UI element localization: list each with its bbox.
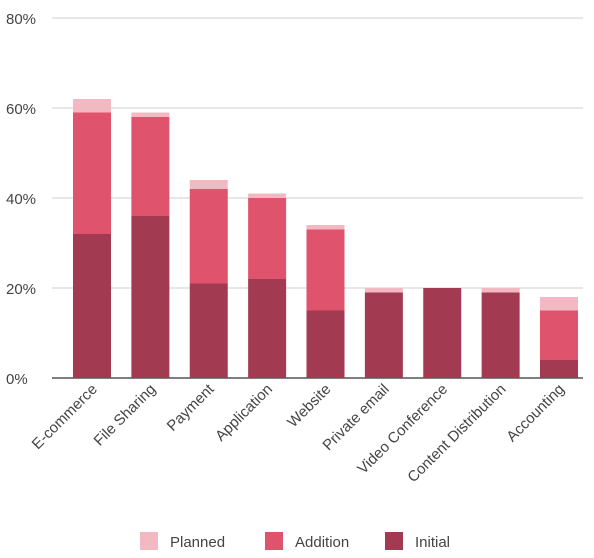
legend-item-addition: Addition bbox=[265, 532, 349, 551]
bar-planned bbox=[540, 297, 578, 311]
legend-label: Planned bbox=[170, 534, 225, 551]
x-tick-label: Website bbox=[284, 381, 334, 431]
bar-stack-private-email bbox=[364, 288, 403, 378]
bar-stack-video-conference bbox=[423, 288, 462, 378]
bar-stack-content-distribution bbox=[481, 288, 520, 378]
legend-item-initial: Initial bbox=[385, 532, 450, 551]
y-tick-label: 40% bbox=[6, 191, 36, 208]
y-axis-ticks: 0% 20% 40% 60% 80% bbox=[6, 11, 36, 388]
bar-addition bbox=[131, 117, 170, 216]
legend-swatch bbox=[140, 532, 158, 550]
bar-initial bbox=[306, 310, 345, 378]
bar-planned bbox=[73, 99, 111, 113]
bar-addition bbox=[306, 229, 345, 311]
bar-planned bbox=[131, 112, 170, 117]
bar-addition bbox=[73, 112, 111, 234]
bar-addition bbox=[189, 189, 228, 284]
bar-initial bbox=[248, 279, 287, 378]
x-tick-label: Payment bbox=[164, 380, 218, 434]
bar-initial bbox=[364, 292, 403, 378]
bar-stack-website bbox=[306, 225, 345, 378]
legend-swatch bbox=[385, 532, 403, 550]
bar-stack-accounting bbox=[540, 297, 578, 378]
legend: Planned Addition Initial bbox=[140, 532, 450, 551]
bar-stack-payment bbox=[189, 180, 228, 378]
x-tick-label: Application bbox=[212, 381, 276, 445]
bar-initial bbox=[131, 216, 170, 378]
bar-planned bbox=[364, 288, 403, 293]
bar-stack-file-sharing bbox=[131, 112, 170, 378]
bar-initial bbox=[189, 283, 228, 378]
bar-stack-e-commerce bbox=[73, 99, 111, 378]
legend-swatch bbox=[265, 532, 283, 550]
bar-planned bbox=[248, 193, 287, 198]
legend-label: Initial bbox=[415, 534, 450, 551]
y-tick-label: 60% bbox=[6, 101, 36, 118]
bar-initial bbox=[423, 288, 462, 378]
y-tick-label: 80% bbox=[6, 11, 36, 28]
bar-initial bbox=[481, 292, 520, 378]
bar-planned bbox=[481, 288, 520, 293]
bars bbox=[73, 99, 578, 378]
y-tick-label: 0% bbox=[6, 371, 28, 388]
bar-addition bbox=[248, 198, 287, 279]
x-tick-label: Accounting bbox=[503, 381, 568, 446]
legend-label: Addition bbox=[295, 534, 349, 551]
x-tick-label: E-commerce bbox=[29, 381, 101, 453]
legend-item-planned: Planned bbox=[140, 532, 225, 551]
x-tick-label: Content Distribution bbox=[404, 381, 509, 486]
x-tick-label: File Sharing bbox=[91, 381, 160, 450]
bar-planned bbox=[306, 225, 345, 230]
bar-initial bbox=[73, 234, 111, 378]
bar-planned bbox=[189, 180, 228, 189]
bar-stack-application bbox=[248, 193, 287, 378]
bar-initial bbox=[540, 360, 578, 378]
y-tick-label: 20% bbox=[6, 281, 36, 298]
bar-addition bbox=[540, 310, 578, 360]
